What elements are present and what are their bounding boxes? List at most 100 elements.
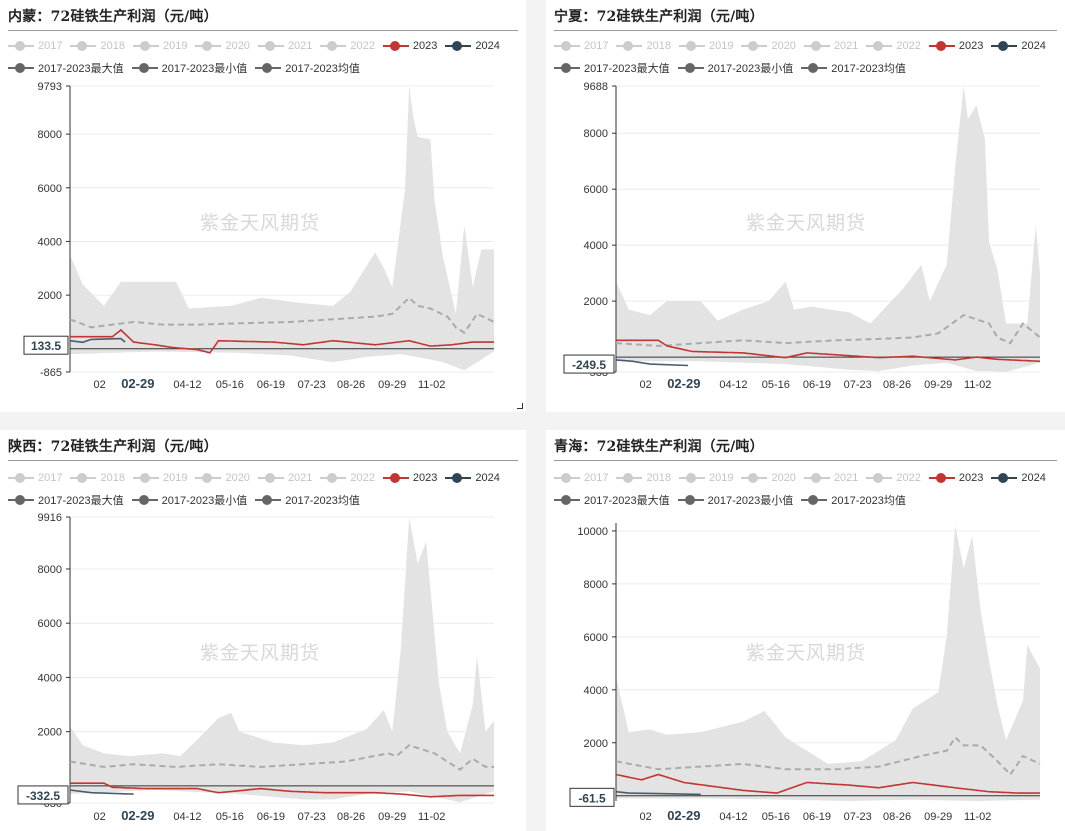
legend-label: 2017-2023最小值	[707, 495, 794, 507]
legend-item-2019[interactable]: 2019	[678, 40, 733, 52]
legend-item-2021[interactable]: 2021	[257, 472, 312, 484]
legend-label: 2017-2023最小值	[707, 63, 794, 75]
legend-label: 2017	[584, 40, 609, 52]
legend-item-2022[interactable]: 2022	[320, 40, 375, 52]
series-avg	[615, 313, 1041, 347]
title-divider	[554, 30, 1057, 31]
series-2024	[615, 359, 689, 367]
legend-marker-icon	[741, 473, 768, 483]
legend-item-2021[interactable]: 2021	[803, 40, 858, 52]
series-2024	[69, 789, 134, 795]
legend-item-stat-1[interactable]: 2017-2023最小值	[677, 60, 794, 76]
legend-item-2024[interactable]: 2024	[445, 40, 500, 52]
legend-item-2019[interactable]: 2019	[132, 40, 188, 52]
legend-label: 2017-2023最小值	[161, 495, 248, 507]
legend-item-stat-0[interactable]: 2017-2023最大值	[8, 60, 124, 76]
legend-item-stat-1[interactable]: 2017-2023最小值	[131, 492, 248, 508]
legend-item-2023[interactable]: 2023	[382, 40, 438, 52]
legend-label: 2017-2023均值	[831, 63, 906, 75]
legend-marker-icon	[195, 41, 222, 51]
legend-label: 2017-2023均值	[831, 495, 906, 507]
y-tick-label: 2000	[38, 290, 62, 302]
legend-label: 2020	[771, 472, 796, 484]
legend-label: 2017-2023最大值	[584, 495, 670, 507]
title-divider	[554, 460, 1057, 461]
legend-item-2017[interactable]: 2017	[554, 472, 608, 484]
x-tick-label: 09-29	[924, 811, 952, 823]
legend-marker-icon	[991, 41, 1018, 51]
legend-label: 2017-2023最小值	[161, 63, 248, 75]
legend-label: 2018	[100, 472, 125, 484]
y-tick-label: 4000	[584, 240, 608, 252]
legend-item-2017[interactable]: 2017	[554, 40, 608, 52]
legend-marker-icon	[255, 63, 282, 73]
legend-marker-icon	[554, 63, 580, 73]
legend-item-2023[interactable]: 2023	[928, 472, 983, 484]
y-tick-label: 8000	[584, 579, 608, 591]
legend-item-stat-0[interactable]: 2017-2023最大值	[8, 492, 124, 508]
legend-marker-icon	[741, 41, 768, 51]
legend-label: 2019	[162, 472, 188, 484]
axis-pointer-box	[569, 787, 615, 807]
legend-marker-icon	[195, 473, 222, 483]
legend-item-stat-2[interactable]: 2017-2023均值	[255, 60, 360, 76]
legend-item-stat-2[interactable]: 2017-2023均值	[255, 492, 360, 508]
legend-item-2021[interactable]: 2021	[257, 40, 312, 52]
legend-item-2018[interactable]: 2018	[70, 472, 125, 484]
legend-item-2022[interactable]: 2022	[866, 472, 921, 484]
legend-label: 2017-2023最大值	[584, 63, 670, 75]
chart-title: 宁夏：72硅铁生产利润（元/吨）	[554, 9, 764, 25]
legend-item-2022[interactable]: 2022	[320, 472, 375, 484]
max-min-band	[70, 86, 494, 371]
legend-item-2020[interactable]: 2020	[195, 40, 250, 52]
legend-item-2020[interactable]: 2020	[195, 472, 250, 484]
legend-item-stat-2[interactable]: 2017-2023均值	[801, 492, 906, 508]
legend-label: 2023	[412, 472, 438, 484]
legend-marker-icon	[320, 473, 347, 483]
chart-svg: 9793 8000 6000 4000 2000 -865 02 02-29 04-12 05-1…	[23, 81, 495, 391]
x-tick-label: 09-29	[924, 379, 952, 391]
legend-marker-icon	[8, 495, 34, 505]
legend-item-2018[interactable]: 2018	[616, 472, 671, 484]
legend-item-stat-1[interactable]: 2017-2023最小值	[131, 60, 248, 76]
legend-marker-icon	[445, 41, 472, 51]
legend-item-2018[interactable]: 2018	[616, 40, 671, 52]
legend-item-2019[interactable]: 2019	[132, 472, 188, 484]
y-tick-label: 9793	[38, 81, 62, 93]
legend-item-2023[interactable]: 2023	[928, 40, 983, 52]
legend-item-stat-0[interactable]: 2017-2023最大值	[554, 492, 670, 508]
legend-item-2024[interactable]: 2024	[445, 472, 500, 484]
legend-item-2020[interactable]: 2020	[741, 472, 796, 484]
legend-marker-icon	[8, 41, 34, 51]
legend-item-2023[interactable]: 2023	[382, 472, 438, 484]
legend-item-2017[interactable]: 2017	[8, 472, 62, 484]
y-tick-label: 2000	[584, 296, 608, 308]
x-tick-label: 06-19	[257, 811, 285, 823]
chart-panel-shaanxi: 陕西：72硅铁生产利润（元/吨） 2017 2018 2019 2020 2021 2022…	[0, 430, 526, 831]
legend-item-2019[interactable]: 2019	[678, 472, 733, 484]
legend-item-2021[interactable]: 2021	[803, 472, 859, 484]
legend-marker-icon	[257, 41, 284, 51]
legend-item-2017[interactable]: 2017	[8, 40, 62, 52]
legend-label: 2023	[412, 40, 438, 52]
legend-label: 2019	[162, 40, 188, 52]
legend-item-stat-1[interactable]: 2017-2023最小值	[677, 492, 794, 508]
y-tick-label: 4000	[38, 672, 62, 684]
legend-item-2020[interactable]: 2020	[741, 40, 796, 52]
legend-item-stat-0[interactable]: 2017-2023最大值	[554, 60, 670, 76]
legend-item-2022[interactable]: 2022	[866, 40, 921, 52]
legend-item-2024[interactable]: 2024	[991, 472, 1046, 484]
x-tick-label: 06-19	[257, 379, 285, 391]
legend-item-2018[interactable]: 2018	[70, 40, 125, 52]
y-tick-label: 10000	[577, 526, 608, 538]
legend-marker-icon	[320, 41, 347, 51]
legend-item-stat-2[interactable]: 2017-2023均值	[801, 60, 906, 76]
title-divider	[8, 30, 518, 31]
legend-item-2024[interactable]: 2024	[991, 40, 1046, 52]
y-tick-label: 6000	[584, 632, 608, 644]
resize-handle-icon[interactable]	[517, 403, 523, 409]
legend-label: 2021	[833, 472, 859, 484]
legend-marker-icon	[8, 473, 34, 483]
series-avg	[69, 744, 494, 771]
chart-title: 青海：72硅铁生产利润（元/吨）	[554, 439, 764, 455]
